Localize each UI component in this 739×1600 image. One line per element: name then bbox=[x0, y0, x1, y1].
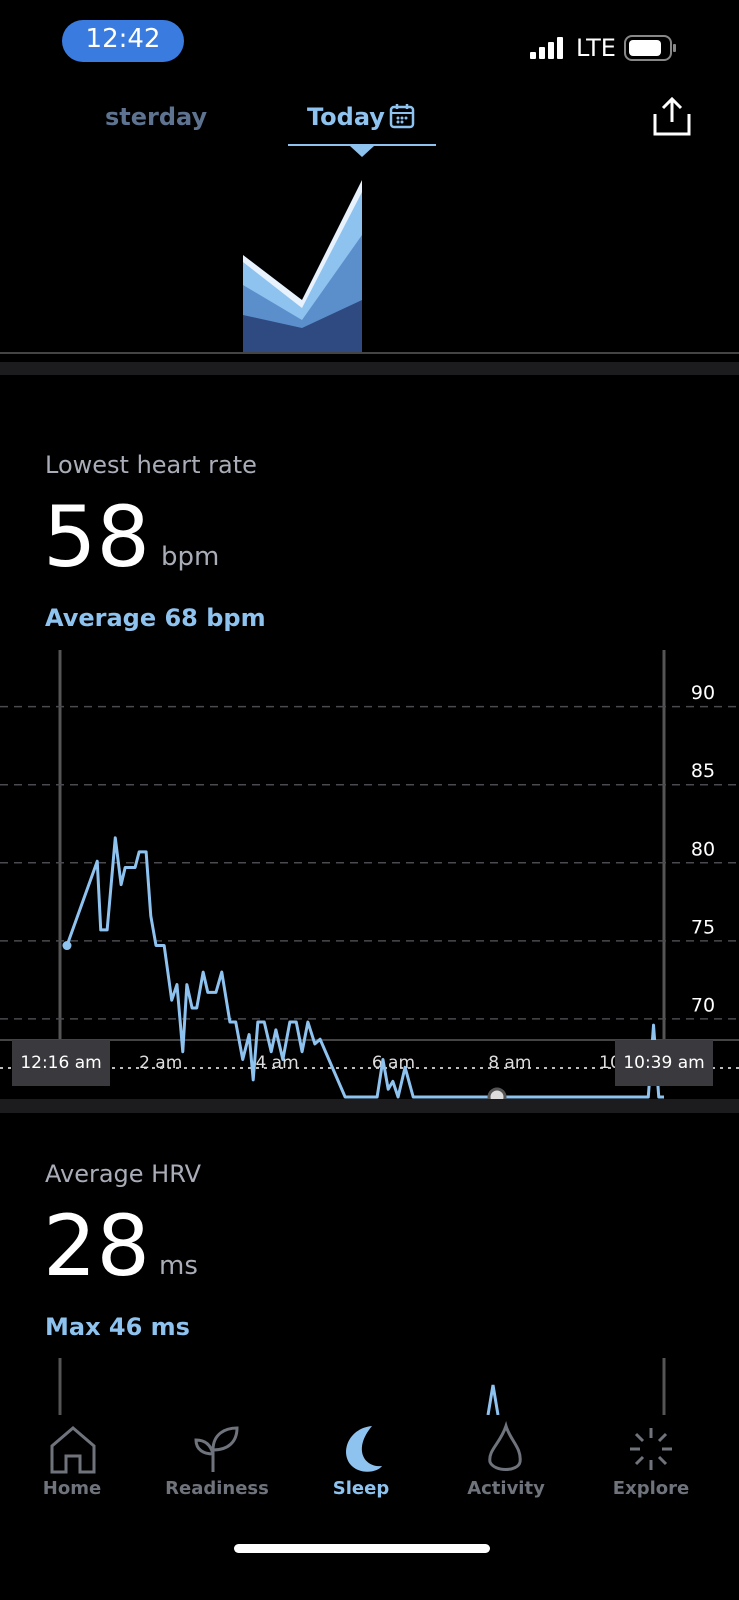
battery-icon bbox=[624, 35, 676, 61]
tab-today[interactable]: Today bbox=[307, 103, 385, 131]
nav-activity[interactable]: Activity bbox=[467, 1478, 545, 1499]
share-button[interactable] bbox=[652, 96, 692, 138]
average: Average 68 bpm bbox=[45, 604, 266, 632]
hrv-chart-preview bbox=[58, 1358, 666, 1415]
x-tick-label: 4 am bbox=[255, 1053, 298, 1073]
y-tick-label: 85 bbox=[691, 760, 715, 782]
big-value: 28 bbox=[43, 1197, 150, 1295]
y-tick-label: 75 bbox=[691, 916, 715, 938]
calendar-icon[interactable] bbox=[388, 102, 416, 130]
section-label: Average HRV bbox=[45, 1160, 202, 1188]
start-point bbox=[62, 941, 72, 951]
tab-bar bbox=[0, 1415, 739, 1600]
home-indicator bbox=[234, 1544, 490, 1553]
y-tick-label: 70 bbox=[691, 994, 715, 1016]
big-value: 58 bbox=[43, 488, 150, 586]
y-tick-label: 80 bbox=[691, 838, 715, 860]
time-pill bbox=[62, 20, 184, 62]
y-tick-label: 90 bbox=[691, 682, 715, 704]
unit: bpm bbox=[161, 542, 220, 572]
nav-icons bbox=[50, 1420, 672, 1474]
nav-readiness[interactable]: Readiness bbox=[165, 1478, 269, 1499]
nav-home[interactable]: Home bbox=[42, 1478, 102, 1499]
heart-rate-line bbox=[65, 836, 664, 1099]
tab-yesterday[interactable]: sterday bbox=[105, 103, 208, 131]
range-label-box bbox=[615, 1040, 713, 1086]
section-label: Lowest heart rate bbox=[45, 451, 257, 479]
signal-icon bbox=[530, 37, 563, 59]
x-tick-label: 2 am bbox=[139, 1053, 182, 1073]
range-label: 10:39 am bbox=[623, 1053, 704, 1073]
nav-sleep[interactable]: Sleep bbox=[332, 1478, 390, 1499]
max: Max 46 ms bbox=[45, 1313, 190, 1341]
x-tick-label: 6 am bbox=[372, 1053, 415, 1073]
status-time: 12:42 bbox=[85, 24, 161, 54]
x-tick-label: 8 am bbox=[488, 1053, 531, 1073]
unit: ms bbox=[159, 1251, 198, 1281]
network: LTE bbox=[576, 34, 616, 62]
hypnogram bbox=[0, 144, 739, 375]
nav-explore[interactable]: Explore bbox=[612, 1478, 690, 1499]
range-label-box bbox=[12, 1040, 110, 1086]
range-label: 12:16 am bbox=[20, 1053, 101, 1073]
section-divider bbox=[0, 1099, 739, 1113]
